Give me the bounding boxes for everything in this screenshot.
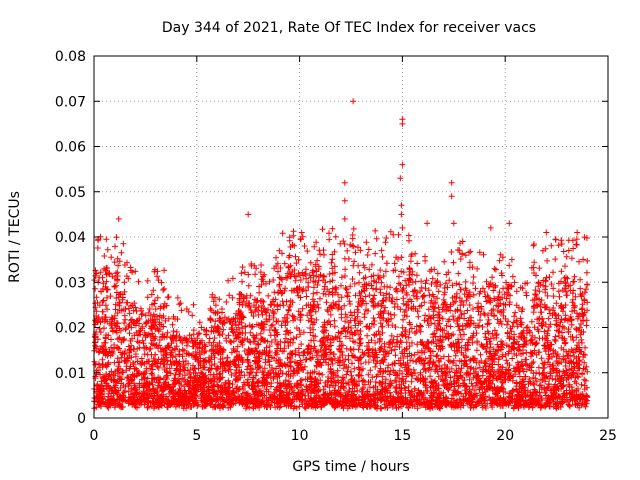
x-tick-label: 25 [599,428,617,444]
x-tick-label: 5 [192,428,201,444]
y-tick-label: 0.01 [55,366,86,382]
y-tick-label: 0.03 [55,275,86,291]
grid [94,56,608,418]
y-axis-label: ROTI / TECUs [7,191,23,283]
y-tick-label: 0.02 [55,321,86,337]
y-tick-label: 0.06 [55,140,86,156]
y-tick-label: 0.08 [55,49,86,65]
y-axis: 0 0.01 0.02 0.03 0.04 0.05 0.06 0.07 0.08 [55,49,608,427]
x-axis-label: GPS time / hours [292,459,409,475]
x-axis: 0 5 10 15 20 25 [90,56,617,444]
data-points [91,98,591,412]
y-tick-label: 0 [77,411,86,427]
x-tick-label: 10 [291,428,309,444]
y-tick-label: 0.07 [55,94,86,110]
x-tick-label: 15 [393,428,411,444]
x-tick-label: 20 [496,428,514,444]
scatter-points [91,98,591,412]
x-tick-label: 0 [90,428,99,444]
chart-title: Day 344 of 2021, Rate Of TEC Index for r… [162,20,536,36]
y-tick-label: 0.04 [55,230,86,246]
y-tick-label: 0.05 [55,185,86,201]
